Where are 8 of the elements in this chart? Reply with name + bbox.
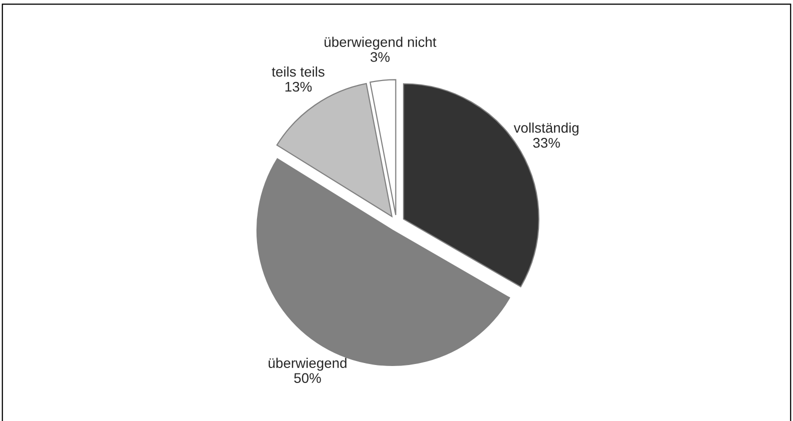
data-label: 33% xyxy=(533,138,560,148)
slice-label: teils teils xyxy=(272,66,324,77)
slice-label: überwiegend nicht xyxy=(324,36,436,50)
slice-label: vollständig xyxy=(514,122,578,136)
data-label: 50% xyxy=(294,373,321,383)
data-label: 3% xyxy=(370,52,390,62)
data-label: 13% xyxy=(285,82,312,92)
slice-label: überwiegend xyxy=(268,358,346,371)
